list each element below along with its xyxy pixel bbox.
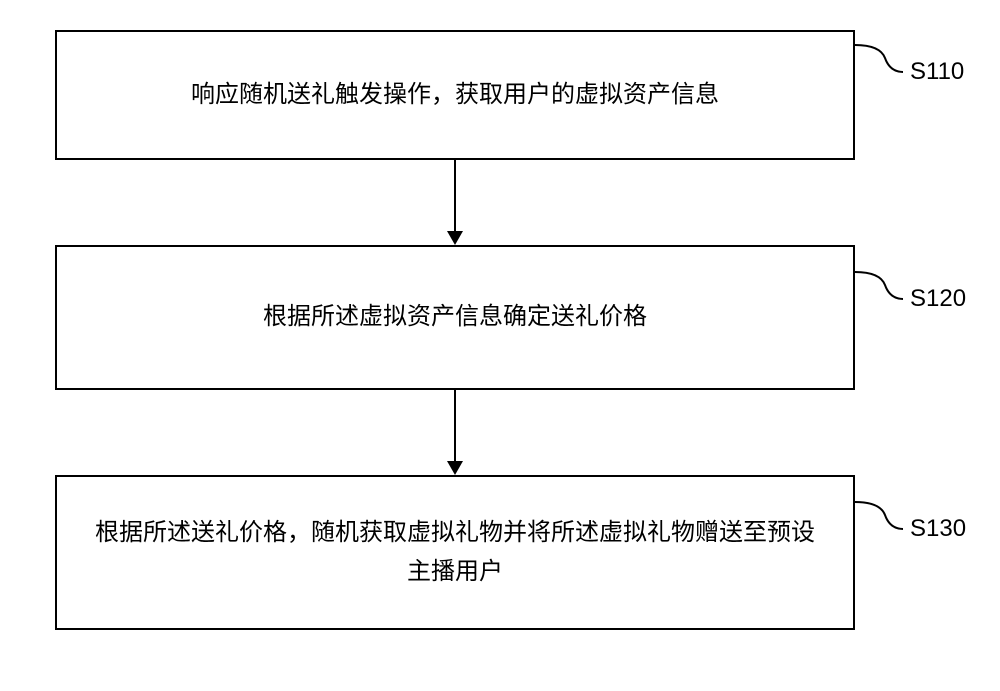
step-box-1: 响应随机送礼触发操作，获取用户的虚拟资产信息 (55, 30, 855, 160)
arrow-line-1 (454, 160, 456, 231)
arrow-line-2 (454, 390, 456, 461)
arrow-head-1 (447, 231, 463, 245)
step-box-3: 根据所述送礼价格，随机获取虚拟礼物并将所述虚拟礼物赠送至预设主播用户 (55, 475, 855, 630)
arrow-head-2 (447, 461, 463, 475)
connector-curve-3 (855, 497, 905, 542)
connector-curve-2 (855, 267, 905, 312)
step-text-2: 根据所述虚拟资产信息确定送礼价格 (233, 298, 677, 336)
step-text-1: 响应随机送礼触发操作，获取用户的虚拟资产信息 (161, 76, 749, 114)
step-label-2: S120 (910, 285, 966, 313)
step-box-2: 根据所述虚拟资产信息确定送礼价格 (55, 245, 855, 390)
step-label-1: S110 (910, 58, 964, 86)
connector-curve-1 (855, 40, 905, 85)
step-label-3: S130 (910, 515, 966, 543)
step-text-3: 根据所述送礼价格，随机获取虚拟礼物并将所述虚拟礼物赠送至预设主播用户 (57, 514, 853, 591)
flowchart-container: 响应随机送礼触发操作，获取用户的虚拟资产信息 S110 根据所述虚拟资产信息确定… (0, 0, 1000, 691)
